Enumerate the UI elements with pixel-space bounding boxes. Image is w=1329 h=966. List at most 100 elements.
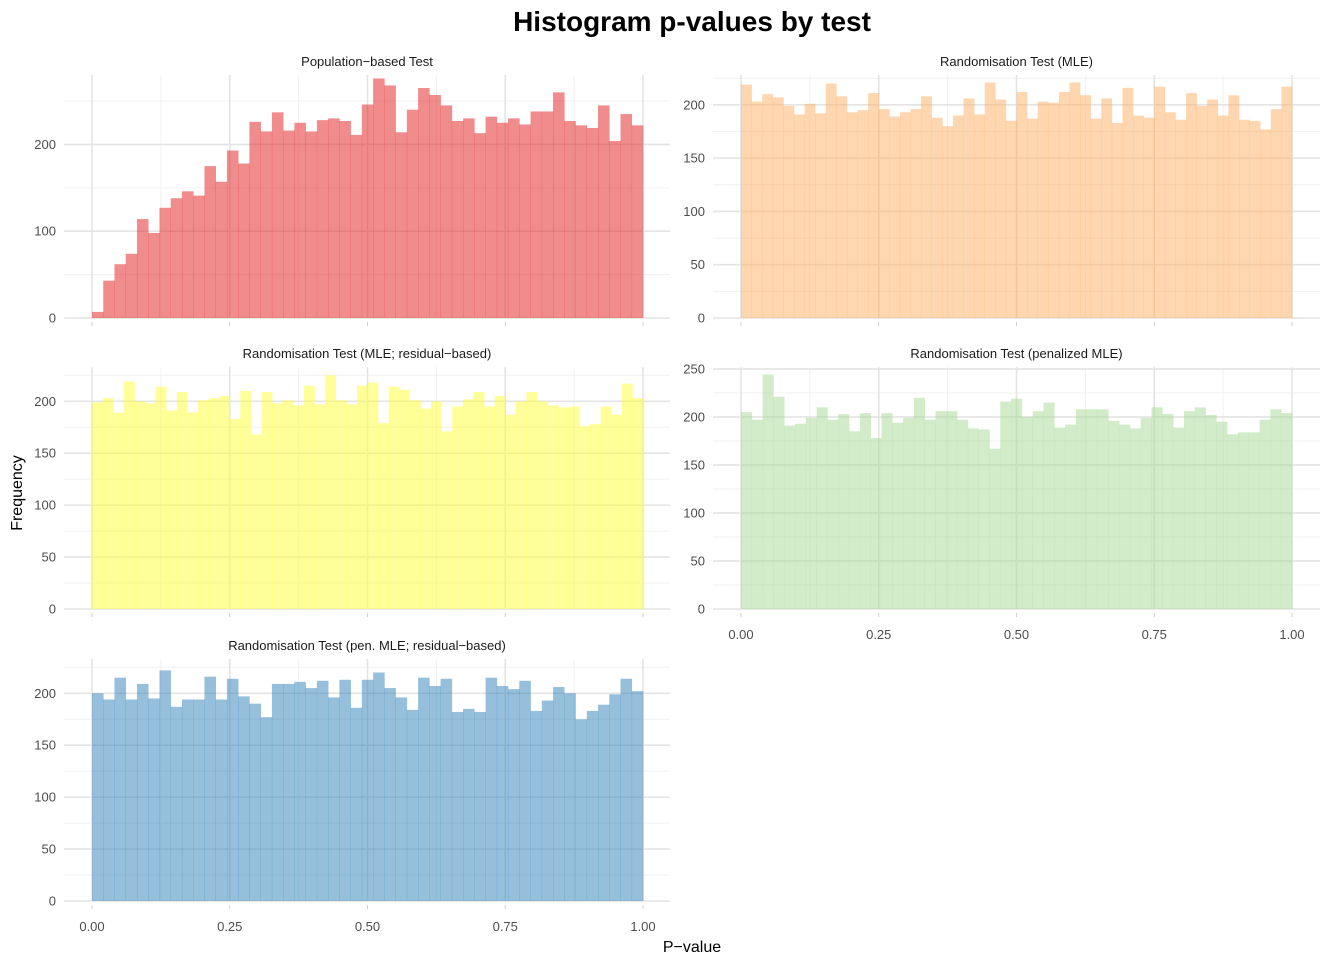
histogram-bar [125, 253, 138, 318]
histogram-bar [1281, 413, 1293, 609]
histogram-bar [924, 419, 936, 609]
histogram-bar [350, 134, 363, 318]
histogram-bar [197, 400, 209, 609]
x-tick-label: 0.50 [1004, 627, 1029, 642]
y-tick-label: 150 [683, 151, 705, 166]
y-tick-label: 150 [34, 738, 56, 753]
histogram-bar [384, 688, 396, 901]
histogram-bar [1122, 87, 1134, 318]
x-tick-label: 1.00 [630, 919, 655, 934]
histogram-bar [204, 676, 216, 901]
histogram-bar [762, 374, 774, 609]
histogram-bar [462, 399, 474, 609]
histogram-bar [1173, 427, 1185, 609]
histogram-bar [431, 401, 442, 609]
histogram-bar [910, 109, 922, 319]
histogram-bar [451, 120, 464, 318]
x-tick-label: 0.75 [493, 919, 518, 934]
histogram-bar [113, 412, 125, 609]
histogram-bar [170, 198, 183, 318]
histogram-bar [181, 699, 194, 901]
histogram-bar [260, 131, 273, 318]
histogram-bar [485, 677, 498, 901]
histogram-bar [1037, 101, 1049, 318]
histogram-bar [1108, 420, 1120, 609]
panel-title: Population−based Test [301, 54, 433, 69]
histogram-bar [215, 699, 228, 901]
panel: Randomisation Test (pen. MLE; residual−b… [34, 638, 670, 934]
histogram-bar [859, 413, 871, 609]
y-tick-label: 150 [34, 446, 56, 461]
histogram-bar [795, 423, 807, 609]
histogram-bar [496, 686, 509, 901]
histogram-bar [409, 400, 421, 609]
y-tick-label: 100 [34, 224, 56, 239]
histogram-bar [229, 418, 241, 609]
histogram-bar [305, 131, 318, 318]
histogram-bar [1005, 120, 1017, 318]
y-axis-label: Frequency [9, 455, 26, 531]
histogram-bar [474, 133, 486, 318]
histogram-bar [1129, 428, 1142, 609]
histogram-bar [632, 398, 644, 609]
histogram-bar [193, 195, 205, 318]
histogram-bar [564, 693, 576, 901]
histogram-bar [590, 424, 601, 609]
histogram-bar [575, 125, 588, 318]
histogram-bar [598, 105, 610, 318]
y-tick-label: 0 [698, 311, 705, 326]
histogram-bar [418, 677, 430, 901]
histogram-bar [870, 438, 882, 609]
histogram-bar [537, 401, 548, 609]
histogram-bar [1000, 401, 1012, 609]
histogram-bar [271, 112, 284, 318]
histogram-bar [1086, 409, 1098, 609]
histogram-bar [741, 412, 753, 609]
histogram-bar [846, 112, 858, 318]
histogram-bar [294, 122, 306, 318]
chart-title: Histogram p-values by test [513, 6, 871, 37]
histogram-bar [294, 681, 306, 901]
histogram-bar [995, 99, 1007, 319]
y-tick-label: 0 [698, 602, 705, 617]
histogram-bar [963, 98, 975, 319]
histogram-bar [827, 419, 839, 609]
histogram-bar [159, 207, 172, 318]
histogram-bar [903, 417, 915, 609]
histogram-bar [1239, 119, 1250, 319]
histogram-bar [361, 104, 374, 318]
histogram-bar [957, 419, 969, 609]
histogram-bar [136, 219, 149, 318]
histogram-bar [314, 404, 326, 609]
histogram-bar [361, 679, 374, 901]
histogram-bar [558, 407, 570, 609]
histogram-bar [346, 404, 358, 609]
histogram-bar [1216, 421, 1228, 609]
histogram-bar [316, 680, 329, 901]
histogram-bar [611, 414, 623, 609]
panel-title: Randomisation Test (penalized MLE) [910, 346, 1122, 361]
y-tick-label: 0 [49, 311, 56, 326]
histogram-bar [1186, 93, 1197, 318]
histogram-bar [474, 711, 486, 901]
y-tick-label: 100 [34, 790, 56, 805]
histogram-bar [429, 94, 441, 318]
histogram-bar [1021, 416, 1034, 609]
histogram-bar [783, 105, 795, 318]
histogram-bar [103, 699, 115, 901]
histogram-bar [1140, 417, 1152, 609]
histogram-bar [620, 678, 633, 901]
histogram-bar [1194, 407, 1206, 609]
panel: Randomisation Test (MLE; residual−based)… [34, 346, 670, 617]
histogram-bar [250, 434, 262, 609]
histogram-bar [1207, 99, 1219, 319]
histogram-bar [1151, 407, 1163, 609]
x-tick-label: 1.00 [1279, 627, 1304, 642]
histogram-bar [793, 114, 805, 319]
histogram-bar [305, 688, 318, 901]
histogram-bar [952, 115, 964, 318]
y-tick-label: 200 [34, 686, 56, 701]
histogram-bar [215, 181, 228, 318]
histogram-bar [946, 411, 958, 609]
histogram-bar [395, 697, 408, 901]
